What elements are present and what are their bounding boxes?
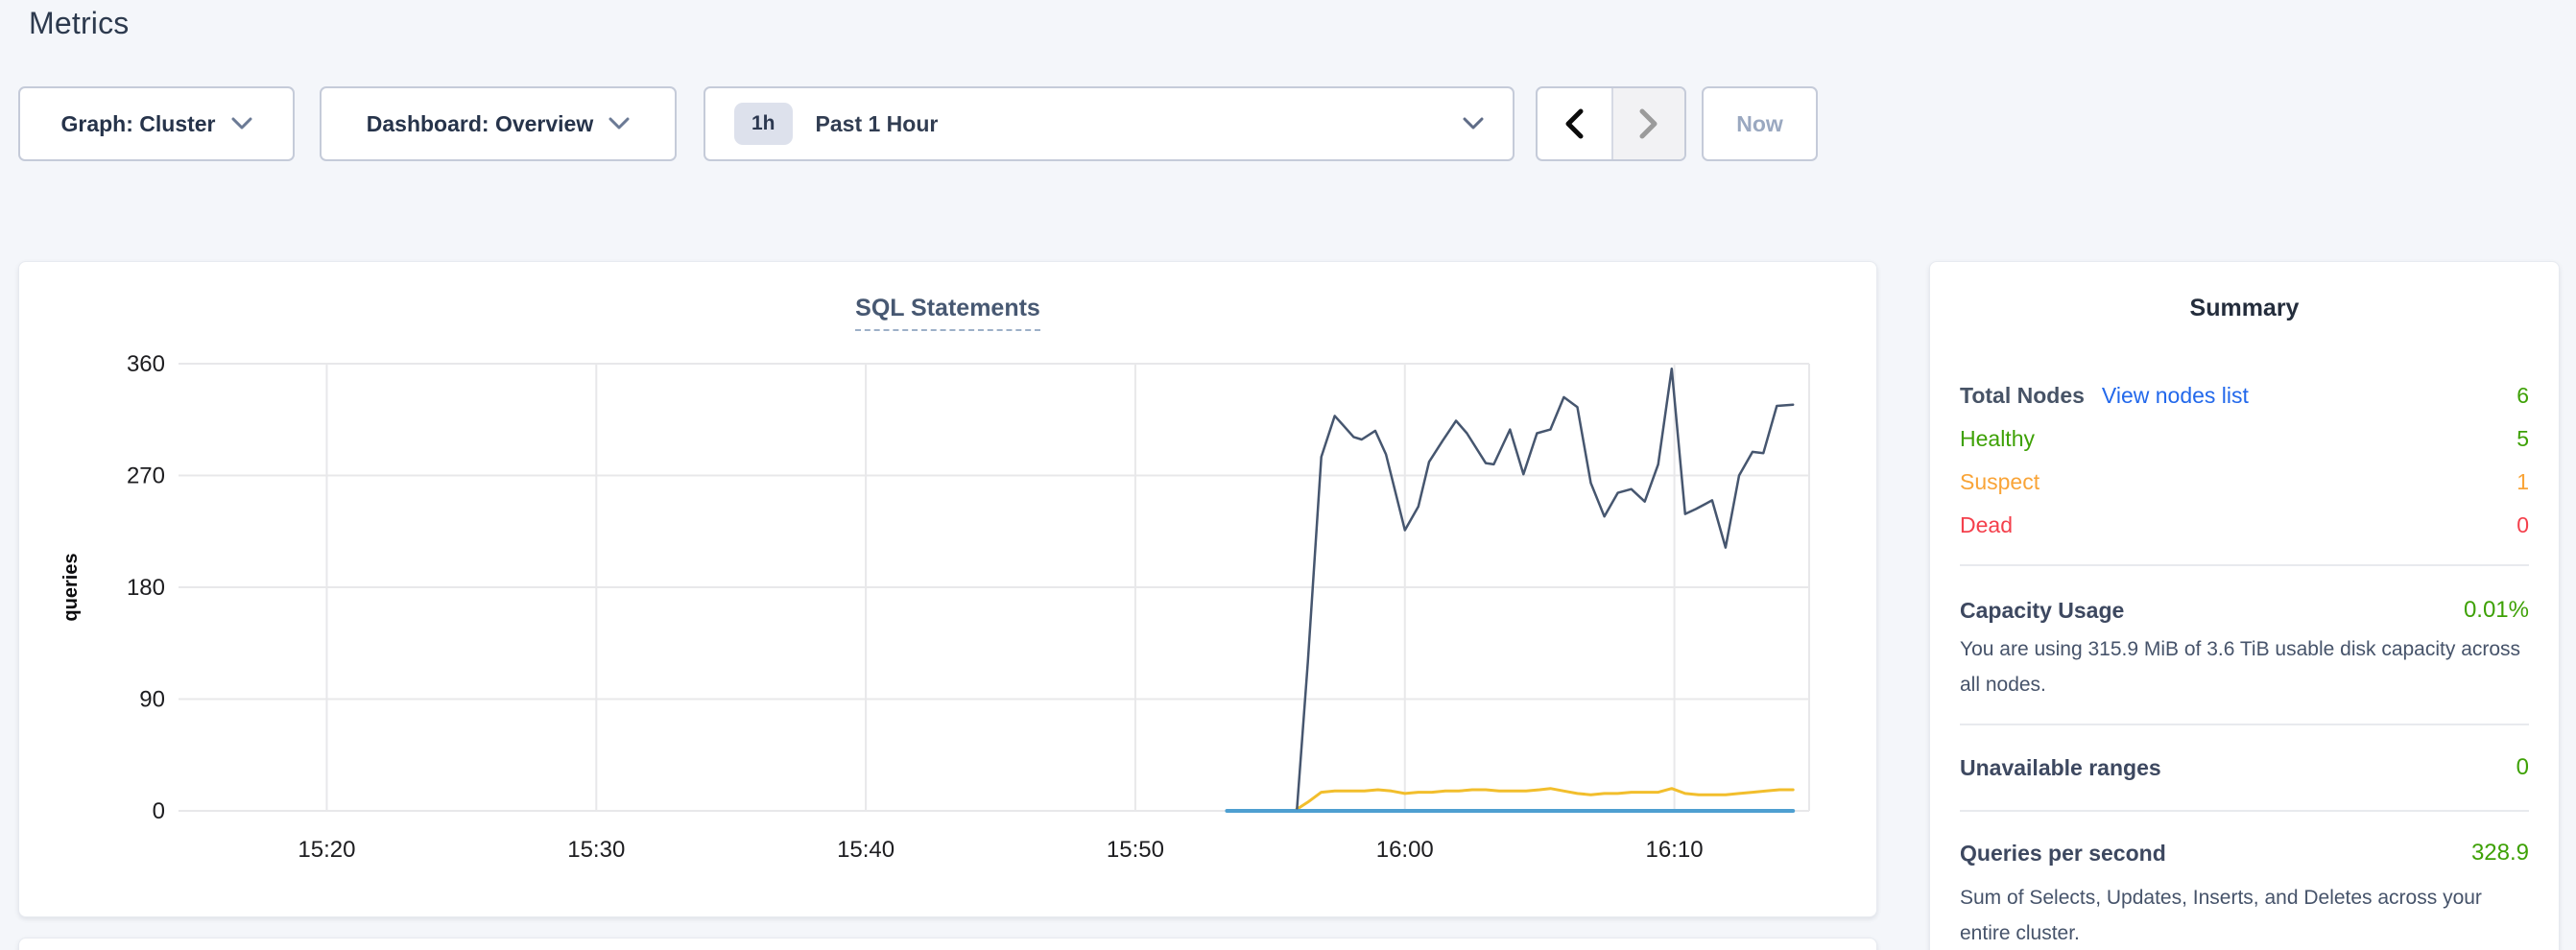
suspect-nodes-row: Suspect 1	[1960, 461, 2529, 504]
previous-time-button[interactable]	[1538, 88, 1611, 159]
unavailable-ranges-row: Unavailable ranges 0	[1960, 754, 2529, 781]
suspect-label: Suspect	[1960, 469, 2040, 494]
time-range-badge: 1h	[734, 103, 793, 145]
chevron-right-icon	[1639, 108, 1658, 139]
unavailable-ranges-value: 0	[2516, 754, 2529, 780]
y-tick-label: 180	[127, 575, 165, 601]
view-nodes-list-link[interactable]: View nodes list	[2101, 383, 2249, 408]
next-chart-card	[18, 938, 1877, 950]
total-nodes-label: Total Nodes	[1960, 383, 2085, 408]
page-title: Metrics	[29, 6, 130, 40]
chart-title[interactable]: SQL Statements	[855, 295, 1040, 331]
x-tick-label: 15:50	[1107, 837, 1164, 863]
time-range-selector[interactable]: 1h Past 1 Hour	[704, 86, 1515, 161]
graph-dropdown-label: Graph: Cluster	[60, 110, 216, 136]
chevron-down-icon	[608, 117, 630, 130]
chevron-down-icon	[1463, 117, 1484, 130]
now-button[interactable]: Now	[1702, 86, 1818, 161]
time-range-label: Past 1 Hour	[815, 110, 939, 136]
dead-nodes-row: Dead 0	[1960, 504, 2529, 547]
healthy-label: Healthy	[1960, 426, 2035, 451]
queries-per-second-description: Sum of Selects, Updates, Inserts, and De…	[1960, 887, 2482, 944]
x-tick-label: 15:30	[567, 837, 625, 863]
healthy-value: 5	[2516, 426, 2529, 451]
x-tick-label: 15:40	[837, 837, 894, 863]
y-tick-label: 90	[139, 687, 165, 713]
queries-per-second-row: Queries per second 328.9	[1960, 840, 2529, 867]
capacity-usage-value: 0.01%	[2463, 597, 2529, 623]
suspect-value: 1	[2516, 469, 2529, 494]
node-status-rows: Total Nodes View nodes list 6 Healthy 5 …	[1960, 374, 2529, 547]
total-nodes-value: 6	[2516, 383, 2529, 408]
y-axis-label: queries	[60, 553, 82, 621]
dead-label: Dead	[1960, 512, 2013, 537]
sql-statements-chart-card: SQL Statements 0 90 180 270 360 15:20 15:30 15:…	[18, 261, 1877, 917]
next-time-button-disabled[interactable]	[1610, 88, 1684, 159]
summary-panel: Summary Total Nodes View nodes list 6 He…	[1929, 261, 2560, 950]
healthy-nodes-row: Healthy 5	[1960, 417, 2529, 461]
dashboard-dropdown[interactable]: Dashboard: Overview	[320, 86, 677, 161]
chart-plot-area[interactable]: 0 90 180 270 360 15:20 15:30 15:40 15:50 16:00 16:…	[19, 262, 1878, 918]
now-button-label: Now	[1736, 110, 1783, 136]
dead-value: 0	[2516, 512, 2529, 537]
summary-divider	[1960, 724, 2529, 725]
capacity-usage-description: You are using 315.9 MiB of 3.6 TiB usabl…	[1960, 638, 2521, 696]
unavailable-ranges-label: Unavailable ranges	[1960, 754, 2161, 780]
y-tick-label: 0	[153, 798, 165, 824]
y-tick-label: 360	[127, 351, 165, 377]
y-tick-label: 270	[127, 463, 165, 489]
summary-divider	[1960, 564, 2529, 566]
queries-per-second-label: Queries per second	[1960, 840, 2166, 866]
summary-title: Summary	[2189, 295, 2300, 321]
dashboard-dropdown-label: Dashboard: Overview	[366, 110, 594, 136]
chevron-left-icon	[1565, 108, 1584, 139]
time-step-buttons	[1536, 86, 1686, 161]
queries-per-second-value: 328.9	[2470, 840, 2529, 866]
series-selects	[1296, 367, 1795, 810]
x-tick-label: 15:20	[298, 837, 355, 863]
total-nodes-row: Total Nodes View nodes list 6	[1960, 374, 2529, 417]
summary-divider	[1960, 810, 2529, 812]
capacity-usage-label: Capacity Usage	[1960, 597, 2125, 623]
chevron-down-icon	[231, 117, 252, 130]
graph-dropdown[interactable]: Graph: Cluster	[18, 86, 295, 161]
x-tick-label: 16:00	[1376, 837, 1434, 863]
capacity-usage-row: Capacity Usage 0.01%	[1960, 597, 2529, 624]
x-tick-label: 16:10	[1646, 837, 1704, 863]
series-updates	[1225, 787, 1795, 813]
